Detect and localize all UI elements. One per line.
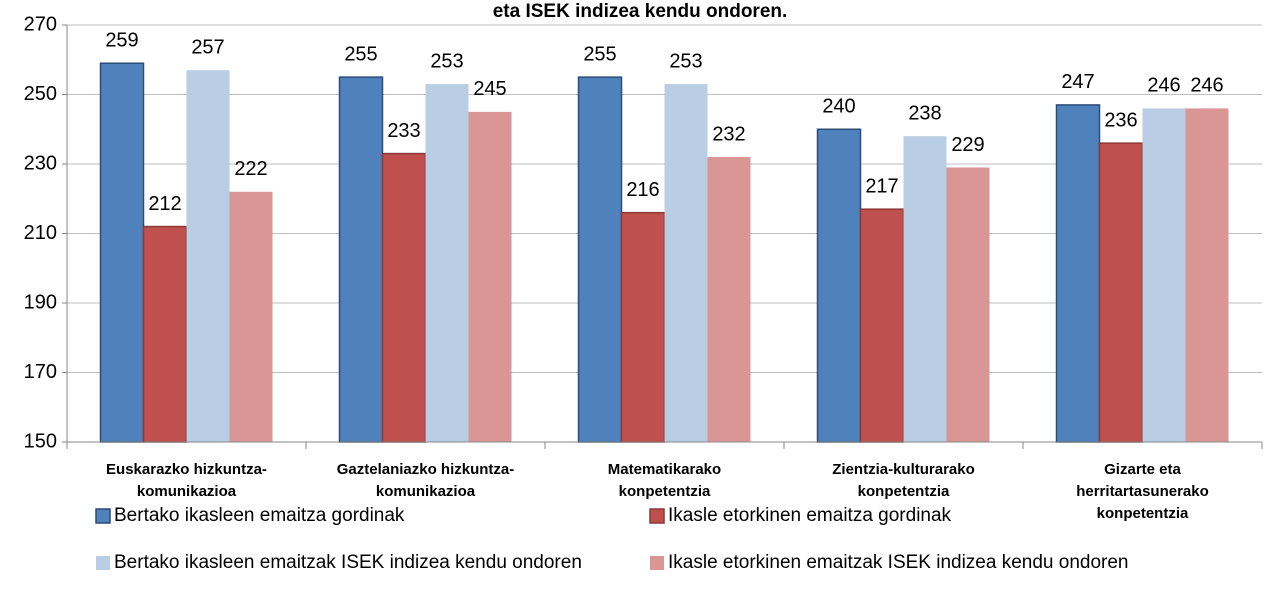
data-label: 222 (234, 158, 267, 180)
bar (1142, 108, 1186, 443)
x-tick-label: Zientzia-kulturarako konpetentzia (832, 461, 975, 500)
bar (946, 167, 990, 442)
data-label: 245 (473, 78, 506, 100)
x-tick-label: Gizarte eta herritartasunerako konpetentzi… (1076, 461, 1209, 522)
data-label: 255 (583, 43, 616, 65)
data-label: 259 (105, 30, 138, 52)
bar (142, 225, 188, 443)
bar (99, 62, 145, 443)
bar (620, 211, 666, 443)
x-tick-label-line: Euskarazko hizkuntza- (106, 461, 267, 478)
chart-title: eta ISEK indizea kendu ondoren. (493, 1, 788, 22)
y-tick-label: 210 (24, 222, 57, 244)
y-tick-label: 230 (24, 152, 57, 174)
bar (468, 111, 512, 442)
x-tick-label-line: konpetentzia (1097, 505, 1189, 522)
x-tick-label-line: Zientzia-kulturarako (832, 461, 975, 478)
data-label: 253 (669, 50, 702, 72)
bar (381, 152, 427, 443)
x-tick-label-line: Gizarte eta (1104, 461, 1181, 478)
data-label: 212 (148, 193, 181, 215)
bar (903, 136, 947, 442)
bar (1098, 142, 1144, 443)
legend-label: Ikasle etorkinen emaitza gordinak (668, 505, 952, 526)
x-tick-label-line: konpetentzia (858, 483, 950, 500)
bar (425, 84, 469, 442)
bar (338, 76, 384, 443)
bar (577, 76, 623, 443)
legend-swatch (649, 508, 665, 524)
x-tick-label-line: komunikazioa (376, 483, 476, 500)
data-label: 246 (1190, 75, 1223, 97)
data-label: 255 (344, 43, 377, 65)
y-tick-label: 250 (24, 83, 57, 105)
legend-label: Bertako ikasleen emaitza gordinak (114, 505, 405, 526)
data-label: 229 (951, 134, 984, 156)
y-tick-label: 190 (24, 291, 57, 313)
data-label: 217 (865, 175, 898, 197)
data-label: 216 (626, 179, 659, 201)
y-tick-label: 150 (24, 430, 57, 452)
bar (229, 191, 273, 442)
x-tick-label: Matematikarako konpetentzia (608, 461, 721, 500)
y-tick-label: 170 (24, 361, 57, 383)
legend-label: Bertako ikasleen emaitzak ISEK indizea k… (114, 552, 582, 573)
data-label: 257 (191, 36, 224, 58)
x-tick-label-line: konpetentzia (619, 483, 711, 500)
data-label: 238 (908, 102, 941, 124)
legend-swatch (96, 556, 110, 570)
data-label: 232 (712, 123, 745, 145)
data-label: 240 (822, 96, 855, 118)
bar (707, 157, 751, 443)
x-tick-label: Euskarazko hizkuntza-komunikazioa (106, 461, 267, 500)
y-tick-label: 270 (24, 13, 57, 35)
bar (859, 208, 905, 443)
legend-swatch (650, 556, 664, 570)
x-tick-label-line: herritartasunerako (1076, 483, 1209, 500)
bar (816, 128, 862, 443)
x-tick-label-line: komunikazioa (137, 483, 237, 500)
x-tick-label-line: Matematikarako (608, 461, 721, 478)
bar (1185, 108, 1229, 443)
bar (664, 84, 708, 442)
x-tick-label-line: Gaztelaniazko hizkuntza- (337, 461, 515, 478)
bar (186, 70, 230, 443)
legend-label: Ikasle etorkinen emaitzak ISEK indizea k… (668, 552, 1129, 573)
bar (1055, 104, 1101, 443)
x-tick-label: Gaztelaniazko hizkuntza-komunikazioa (337, 461, 515, 500)
data-label: 236 (1104, 109, 1137, 131)
data-label: 253 (430, 50, 463, 72)
data-label: 246 (1147, 75, 1180, 97)
data-label: 247 (1061, 71, 1094, 93)
legend-swatch (95, 508, 111, 524)
data-label: 233 (387, 120, 420, 142)
